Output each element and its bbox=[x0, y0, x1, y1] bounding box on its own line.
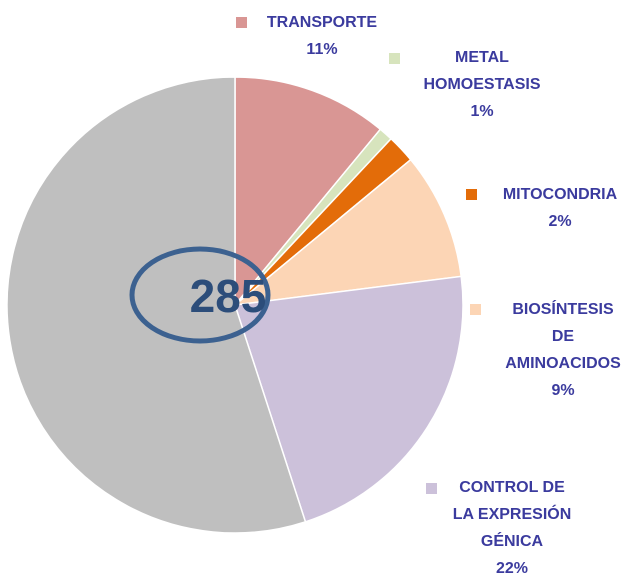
pie-slice bbox=[234, 275, 464, 523]
slice-label: CONTROL DE LA EXPRESIÓN GÉNICA 22% bbox=[447, 474, 577, 582]
highlight-ellipse bbox=[129, 246, 271, 344]
category-label: METAL HOMOESTASIS bbox=[423, 49, 541, 93]
category-label: CONTROL DE LA EXPRESIÓN GÉNICA bbox=[452, 479, 572, 550]
value-label: 11% bbox=[306, 41, 338, 58]
slice-label: TRANSPORTE 11% bbox=[247, 9, 397, 63]
legend-swatch bbox=[470, 304, 481, 315]
value-label: 22% bbox=[495, 560, 529, 577]
center-annotation: 285 bbox=[190, 270, 267, 322]
slice-label: METAL HOMOESTASIS 1% bbox=[407, 44, 557, 125]
legend-swatch bbox=[236, 17, 247, 28]
category-label: MITOCONDRIA bbox=[502, 186, 618, 203]
category-label: TRANSPORTE bbox=[266, 14, 378, 31]
pie-slice bbox=[232, 158, 463, 307]
value-label: 9% bbox=[551, 382, 575, 399]
legend-swatch bbox=[426, 483, 437, 494]
legend-swatch bbox=[389, 53, 400, 64]
category-label: BIOSÍNTESIS DE AMINOACIDOS bbox=[505, 301, 621, 372]
slice-label: MITOCONDRIA 2% bbox=[490, 181, 630, 235]
value-label: 2% bbox=[548, 213, 572, 230]
pie-slice bbox=[234, 76, 382, 308]
pie-slice bbox=[6, 76, 307, 534]
slice-label: BIOSÍNTESIS DE AMINOACIDOS 9% bbox=[504, 296, 622, 404]
legend-swatch bbox=[466, 189, 477, 200]
value-label: 1% bbox=[470, 103, 494, 120]
